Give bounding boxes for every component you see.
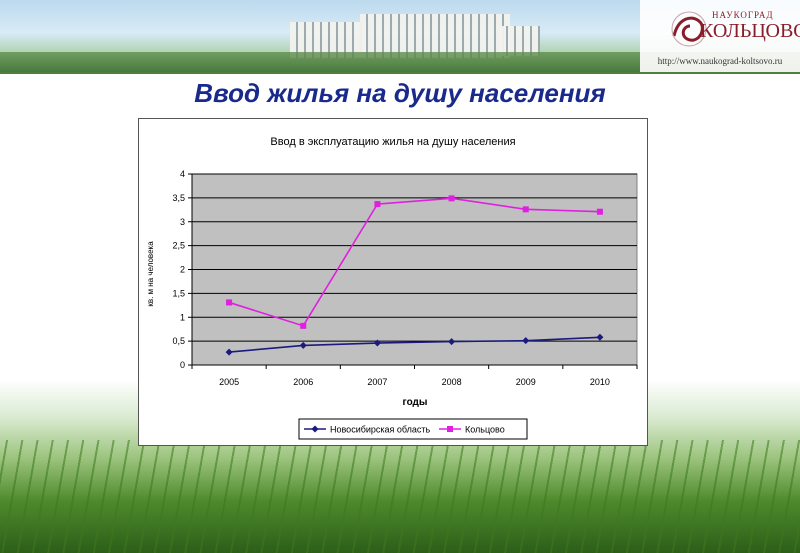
data-point [596, 208, 603, 215]
line-chart: Ввод в эксплуатацию жилья на душу населе… [146, 136, 638, 440]
data-point [300, 322, 307, 329]
trees-strip [0, 52, 800, 72]
y-tick-label: 3,5 [172, 193, 185, 203]
x-tick-label: 2007 [367, 377, 387, 387]
series-line-1 [228, 197, 600, 327]
data-point [596, 333, 604, 341]
y-tick-label: 0,5 [172, 336, 185, 346]
legend-box [298, 418, 528, 440]
building-photo [500, 26, 540, 56]
x-tick-label: 2008 [442, 377, 462, 387]
x-tick-label: 2006 [293, 377, 313, 387]
data-point [374, 201, 381, 208]
y-tick-label: 2 [180, 265, 185, 275]
page-title: Ввод жилья на душу населения [194, 78, 606, 108]
y-tick-label: 1 [180, 312, 185, 322]
naukograd-logo-icon [671, 11, 707, 47]
legend-marker [447, 426, 453, 432]
legend-label: Новосибирская область [330, 425, 431, 435]
data-point [448, 195, 455, 202]
data-point [373, 339, 381, 347]
x-tick-label: 2009 [516, 377, 536, 387]
grass-blades [0, 440, 800, 553]
y-tick-label: 4 [180, 169, 185, 179]
legend-marker [311, 425, 319, 433]
y-tick-label: 1,5 [172, 288, 185, 298]
y-tick-label: 0 [180, 360, 185, 370]
x-tick-label: 2010 [590, 377, 610, 387]
logo-area [640, 0, 800, 72]
y-tick-label: 3 [180, 217, 185, 227]
legend: Новосибирская область Кольцово [298, 418, 528, 440]
logo-url: http://www.naukograd-koltsovo.ru [657, 56, 783, 66]
data-point [522, 337, 530, 345]
data-point [522, 206, 529, 213]
building-photo [360, 14, 510, 58]
banner-divider [0, 72, 800, 74]
logo-name: КОЛЬЦОВО [700, 20, 800, 42]
chart-panel: Ввод в эксплуатацию жилья на душу населе… [138, 118, 648, 446]
legend-label: Кольцово [465, 425, 505, 435]
logo-top-text: НАУКОГРАД [712, 10, 774, 20]
data-point [226, 299, 233, 306]
x-axis-label: годы [403, 397, 428, 408]
y-tick-label: 2,5 [172, 241, 185, 251]
chart-title: Ввод в эксплуатацию жилья на душу населе… [270, 136, 515, 148]
x-tick-label: 2005 [219, 377, 239, 387]
data-point [225, 348, 233, 356]
data-point [448, 338, 456, 346]
data-point [299, 341, 307, 349]
series-line-0 [229, 336, 600, 353]
y-axis-label: кв. м на человека [146, 241, 155, 307]
